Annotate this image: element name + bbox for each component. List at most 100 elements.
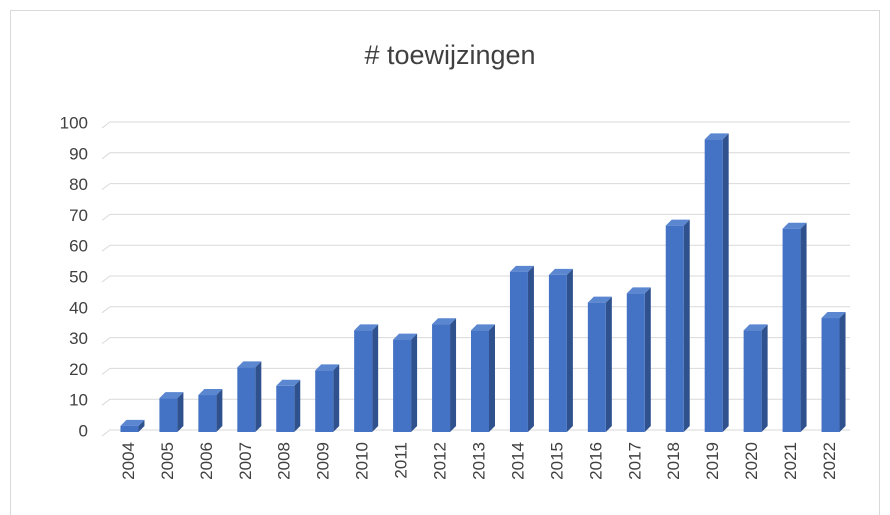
bar-front [782, 228, 801, 432]
bar-top [471, 324, 495, 331]
bar-side [683, 219, 690, 432]
bar-front [276, 385, 295, 432]
bar-top [432, 318, 457, 325]
bar-front [587, 302, 606, 432]
bar-front [665, 225, 684, 432]
x-tick-label: 2020 [742, 442, 761, 480]
bar-top [237, 361, 262, 368]
bar-side [566, 268, 573, 432]
bar-top [587, 296, 612, 303]
bar-top [120, 419, 145, 426]
bar-side [722, 133, 729, 432]
bar-side [216, 389, 223, 432]
x-tick-label: 2011 [392, 442, 411, 479]
bar-front [237, 367, 256, 432]
x-tick-label: 2012 [431, 442, 450, 480]
grid-line [101, 152, 850, 160]
bar [626, 287, 651, 432]
bar-side [450, 318, 457, 432]
bar [665, 219, 690, 432]
bar-top [198, 389, 223, 396]
bar-top [743, 324, 768, 331]
x-tick-label: 2019 [703, 442, 722, 480]
x-tick-label: 2010 [353, 442, 372, 480]
x-tick-label: 2005 [158, 442, 177, 480]
x-tick-label: 2014 [508, 442, 527, 480]
bar [276, 379, 301, 432]
x-tick-label: 2009 [314, 442, 333, 480]
grid-line [101, 121, 850, 129]
y-tick-label: 30 [69, 329, 88, 348]
bar-top [315, 364, 340, 371]
bar [432, 318, 457, 432]
bar [198, 389, 223, 432]
bar-front [120, 425, 139, 432]
bar [821, 312, 846, 432]
bar-side [411, 333, 418, 432]
bar-top [665, 219, 690, 226]
bar [120, 419, 145, 432]
bar-top [393, 333, 418, 340]
bar-front [509, 271, 528, 432]
bar [471, 324, 495, 432]
bar [743, 324, 768, 432]
bar-side [333, 364, 340, 432]
bar-side [294, 379, 301, 432]
x-tick-label: 2015 [547, 442, 566, 480]
bar-side [527, 265, 534, 432]
x-tick-label: 2004 [119, 442, 138, 480]
bar [782, 222, 807, 432]
bar-top [704, 133, 729, 140]
y-tick-label: 10 [69, 391, 88, 410]
x-tick-label: 2006 [197, 442, 216, 480]
x-tick-label: 2013 [469, 442, 488, 480]
y-tick-label: 20 [69, 360, 88, 379]
bar [315, 364, 340, 432]
bar-front [471, 330, 489, 432]
x-tick-label: 2017 [625, 442, 644, 480]
bar-front [743, 330, 762, 432]
bar-front [704, 139, 723, 432]
bar-front [159, 398, 178, 432]
bar-side [605, 296, 612, 432]
y-tick-label: 70 [69, 206, 88, 225]
bar-top [782, 222, 807, 229]
y-tick-label: 100 [60, 113, 88, 132]
grid-line [101, 275, 850, 283]
bar-front [198, 395, 217, 432]
bar-front [548, 274, 567, 432]
grid-line [101, 213, 850, 221]
bar-side [372, 324, 379, 432]
bar [509, 265, 534, 432]
bar-side [255, 361, 262, 432]
bar-top [548, 268, 573, 275]
chart-frame [10, 10, 880, 515]
y-tick-label: 0 [79, 421, 88, 440]
bar-top [276, 379, 301, 386]
bar-top [159, 392, 184, 399]
bar-front [393, 339, 412, 432]
x-tick-label: 2018 [664, 442, 683, 480]
bar-side [489, 324, 495, 432]
bar [704, 133, 729, 432]
bar-top [509, 265, 534, 272]
bar-top [354, 324, 379, 331]
grid-line [101, 183, 850, 191]
y-tick-label: 60 [69, 237, 88, 256]
x-tick-label: 2021 [781, 442, 800, 480]
y-tick-label: 90 [69, 144, 88, 163]
bar-side [138, 419, 145, 432]
y-tick-label: 80 [69, 175, 88, 194]
bar-side [644, 287, 651, 432]
bar [159, 392, 184, 432]
grid-line [101, 244, 850, 252]
y-tick-label: 50 [69, 267, 88, 286]
bar [393, 333, 418, 432]
bar [587, 296, 612, 432]
bar-front [626, 293, 645, 432]
x-tick-label: 2008 [275, 442, 294, 480]
bar-side [761, 324, 768, 432]
x-tick-label: 2007 [236, 442, 255, 480]
bar-front [821, 318, 840, 432]
